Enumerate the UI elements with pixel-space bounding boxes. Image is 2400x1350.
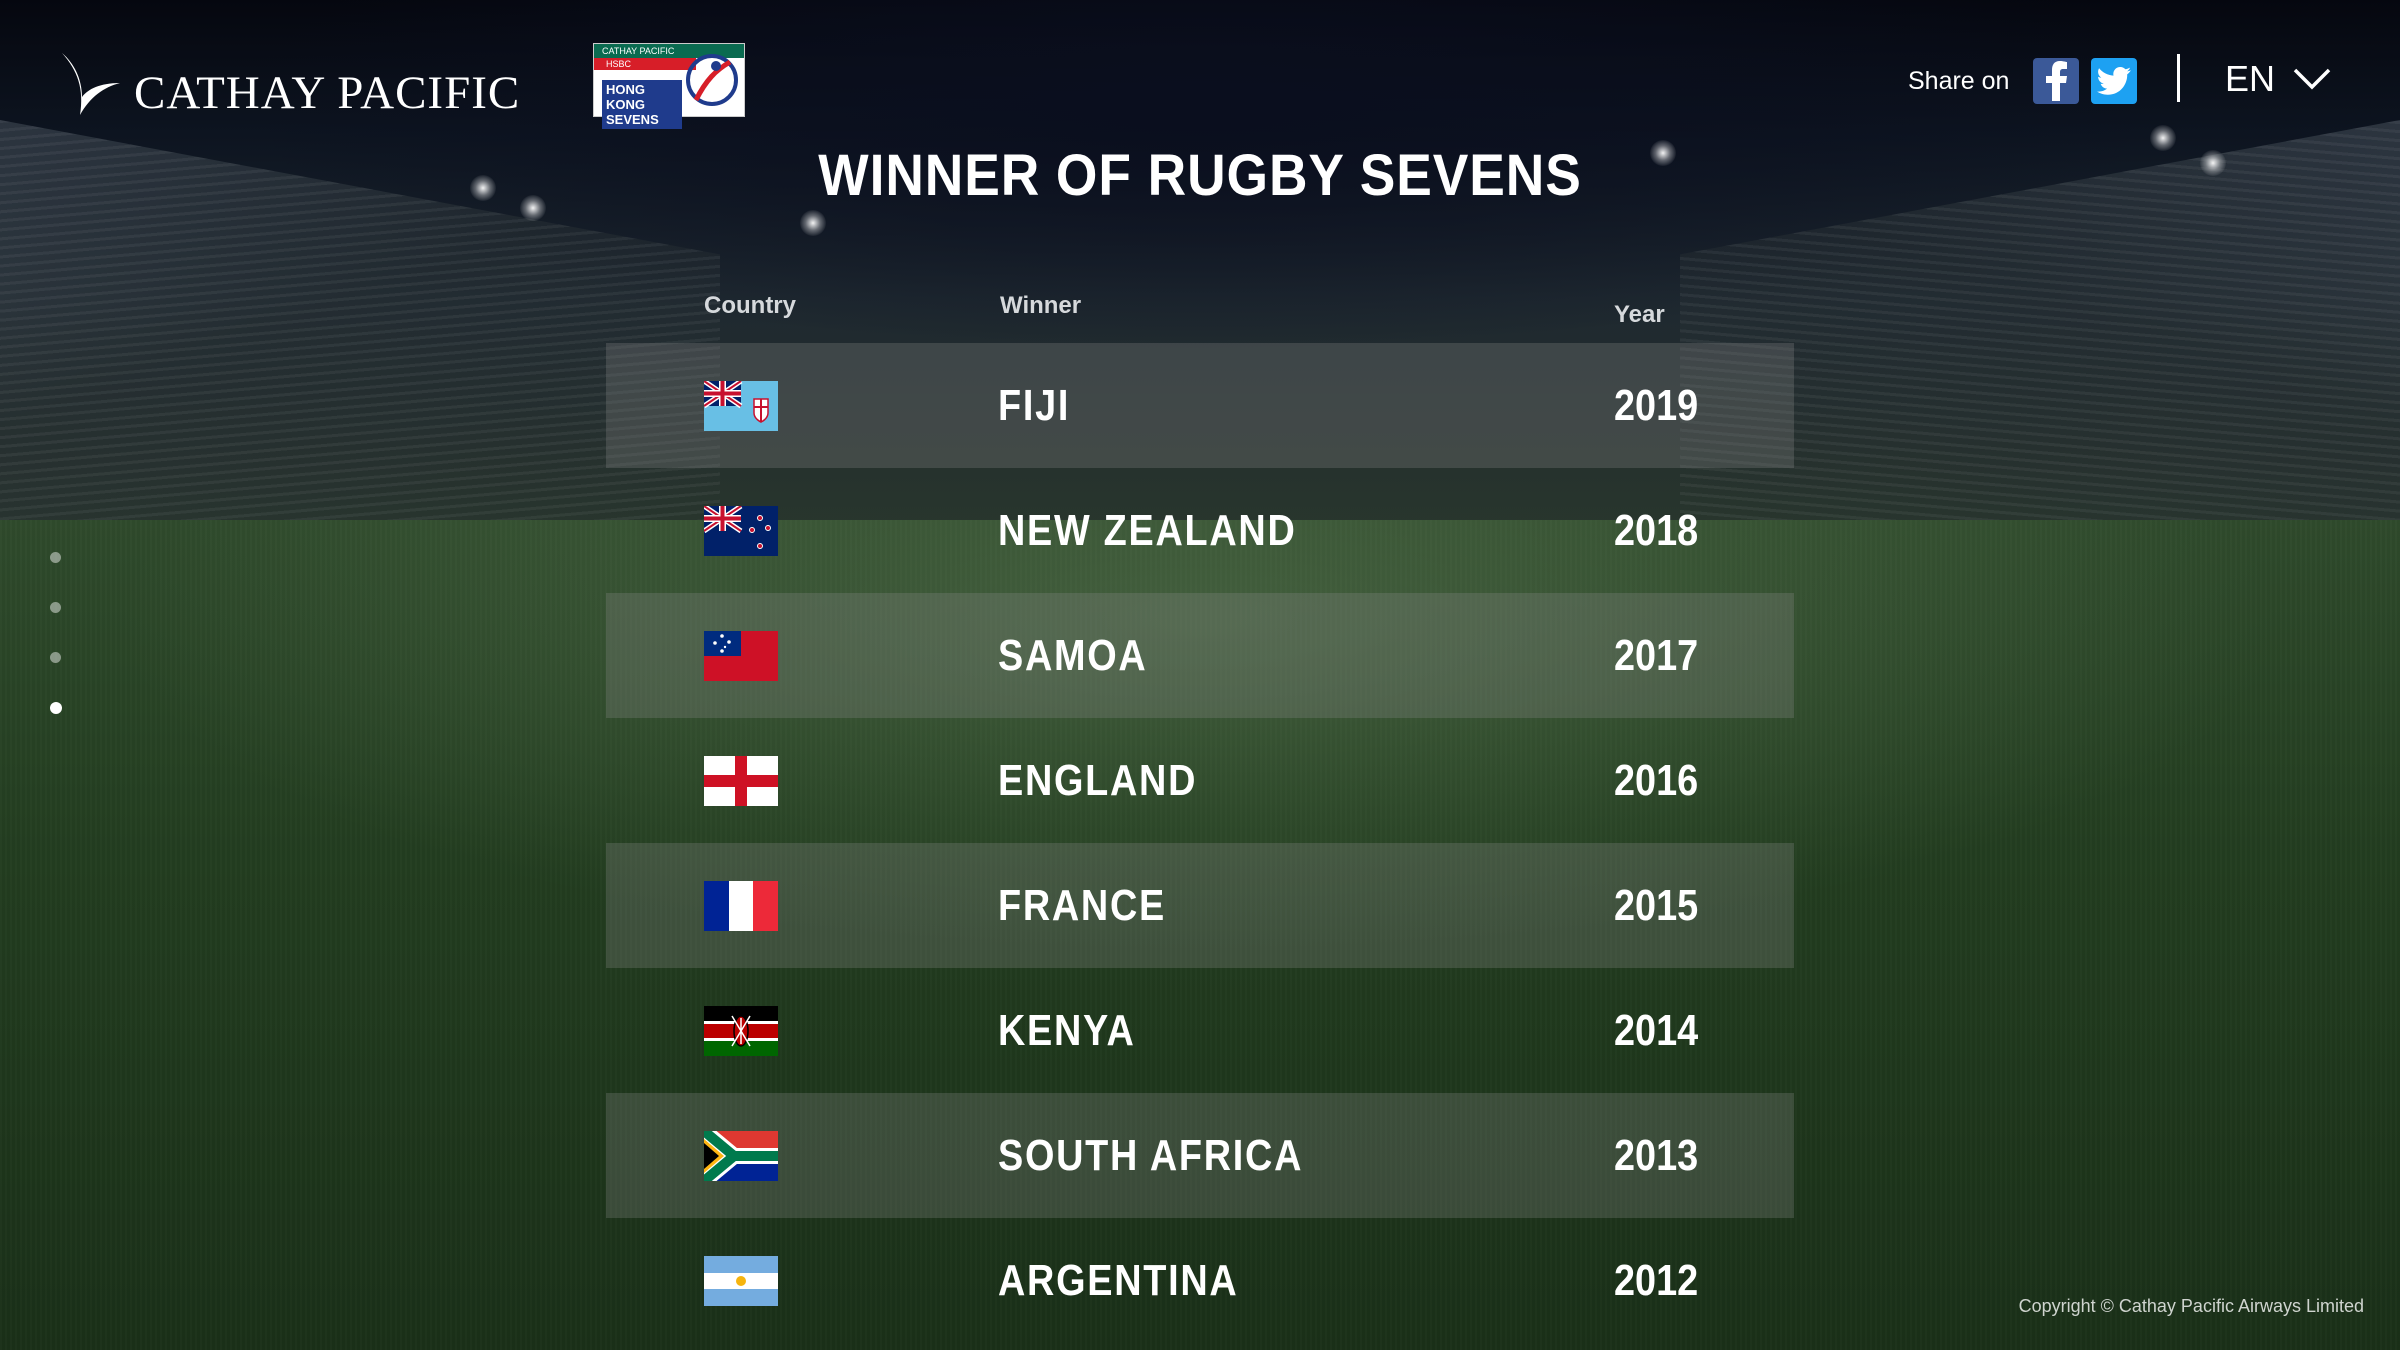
table-row: KENYA 2014 [606, 968, 1794, 1093]
rugby-player-emblem-icon [686, 54, 738, 106]
event-logo-bank: HSBC [594, 58, 696, 70]
event-logo-text: HONG KONG SEVENS [602, 80, 682, 129]
england-flag-icon [704, 755, 778, 806]
event-logo-event: SEVENS [606, 112, 659, 127]
event-logo-sponsor: CATHAY PACIFIC [594, 44, 744, 58]
winner-year: 2016 [1614, 755, 1699, 805]
pagination-dot[interactable] [50, 602, 61, 613]
pagination-dot[interactable] [50, 652, 61, 663]
kenya-flag-icon [704, 1005, 778, 1056]
winner-year: 2017 [1614, 630, 1699, 680]
share-label: Share on [1908, 66, 2010, 95]
table-row: SAMOA 2017 [606, 593, 1794, 718]
brand-name: CATHAY PACIFIC [134, 67, 521, 119]
table-row: FIJI 2019 [606, 343, 1794, 468]
page-title: WINNER OF RUGBY SEVENS [818, 143, 1582, 208]
facebook-icon[interactable] [2033, 58, 2080, 104]
table-row: FRANCE 2015 [606, 843, 1794, 968]
france-flag-icon [704, 880, 778, 931]
floodlight [800, 210, 826, 236]
pagination-dot-active[interactable] [50, 702, 62, 714]
column-header-year: Year [1614, 301, 1665, 328]
winner-name: NEW ZEALAND [998, 505, 1297, 555]
winner-name: SOUTH AFRICA [998, 1130, 1304, 1180]
winner-year: 2018 [1614, 505, 1699, 555]
winner-year: 2015 [1614, 880, 1699, 930]
winner-year: 2012 [1614, 1255, 1699, 1305]
winner-name: ENGLAND [998, 755, 1198, 805]
winner-name: FRANCE [998, 880, 1166, 930]
winner-name: SAMOA [998, 630, 1148, 680]
floodlight [1650, 140, 1676, 166]
table-row: SOUTH AFRICA 2013 [606, 1093, 1794, 1218]
table-row: ENGLAND 2016 [606, 718, 1794, 843]
section-pagination [50, 552, 62, 753]
winner-name: FIJI [998, 380, 1071, 430]
rugby-field [0, 520, 2400, 1350]
chevron-down-icon [2293, 68, 2331, 90]
pagination-dot[interactable] [50, 552, 61, 563]
event-logo-city: HONG KONG [606, 82, 645, 112]
cathay-pacific-logo[interactable]: CATHAY PACIFIC [60, 48, 520, 120]
floodlight [470, 175, 496, 201]
fiji-flag-icon [704, 380, 778, 431]
language-selector[interactable]: EN [2225, 58, 2331, 100]
table-row: NEW ZEALAND 2018 [606, 468, 1794, 593]
twitter-icon[interactable] [2091, 58, 2138, 104]
brushwing-icon [62, 53, 120, 115]
winner-year: 2013 [1614, 1130, 1699, 1180]
floodlight [520, 195, 546, 221]
new-zealand-flag-icon [704, 505, 778, 556]
floodlight [2200, 150, 2226, 176]
south-africa-flag-icon [704, 1130, 778, 1181]
winner-name: KENYA [998, 1005, 1136, 1055]
header-divider [2177, 54, 2180, 102]
winner-year: 2014 [1614, 1005, 1699, 1055]
winner-name: ARGENTINA [998, 1255, 1239, 1305]
table-row: ARGENTINA 2012 [606, 1218, 1794, 1343]
samoa-flag-icon [704, 630, 778, 681]
argentina-flag-icon [704, 1255, 778, 1306]
column-header-winner: Winner [1000, 292, 1082, 319]
column-header-country: Country [704, 292, 796, 319]
winner-year: 2019 [1614, 380, 1699, 430]
winners-table: FIJI 2019 NEW ZEALAND 2018 [606, 343, 1794, 1343]
language-label: EN [2225, 58, 2276, 99]
floodlight [2150, 125, 2176, 151]
share-bar: Share on [1908, 58, 2138, 104]
hong-kong-sevens-logo[interactable]: CATHAY PACIFIC HSBC HONG KONG SEVENS [593, 43, 745, 129]
copyright-text: Copyright © Cathay Pacific Airways Limit… [2018, 1296, 2364, 1316]
